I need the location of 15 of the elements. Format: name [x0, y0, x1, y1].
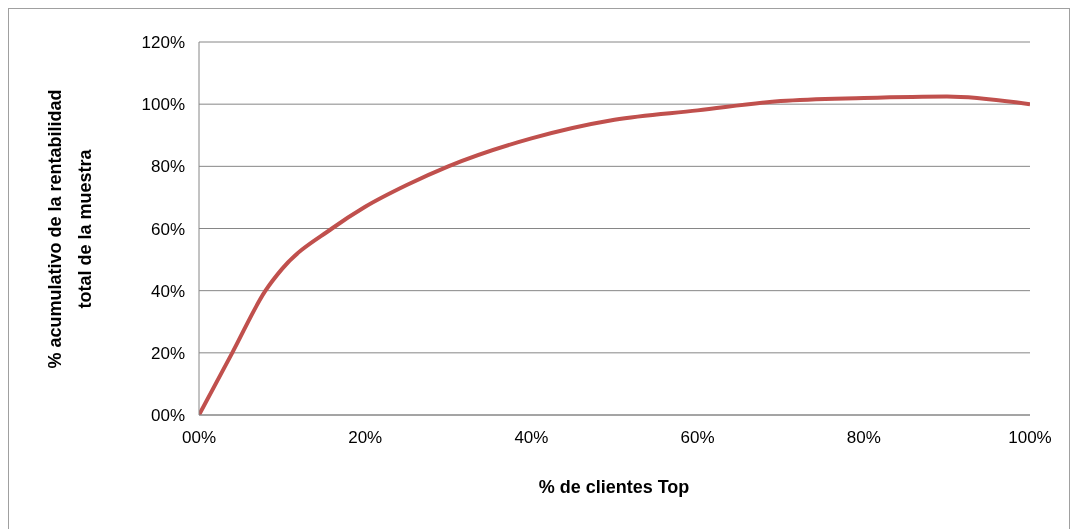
y-tick-label: 100%	[141, 95, 185, 115]
x-tick-label: 00%	[181, 428, 217, 448]
y-axis-title: % acumulativo de la rentabilidad total de la muestra	[45, 89, 95, 369]
y-tick-label: 80%	[150, 157, 185, 177]
x-tick-label: 100%	[1008, 428, 1052, 448]
y-tick-label: 00%	[150, 406, 185, 426]
x-axis-title: % de clientes Top	[538, 477, 690, 497]
x-tick-label: 80%	[846, 428, 881, 448]
x-tick-label: 60%	[680, 428, 715, 448]
y-tick-label: 60%	[150, 219, 185, 239]
y-tick-label: 40%	[150, 281, 185, 301]
x-tick-label: 40%	[514, 428, 549, 448]
y-tick-label: 120%	[141, 33, 185, 53]
x-tick-label: 20%	[348, 428, 383, 448]
y-tick-label: 20%	[150, 343, 185, 363]
